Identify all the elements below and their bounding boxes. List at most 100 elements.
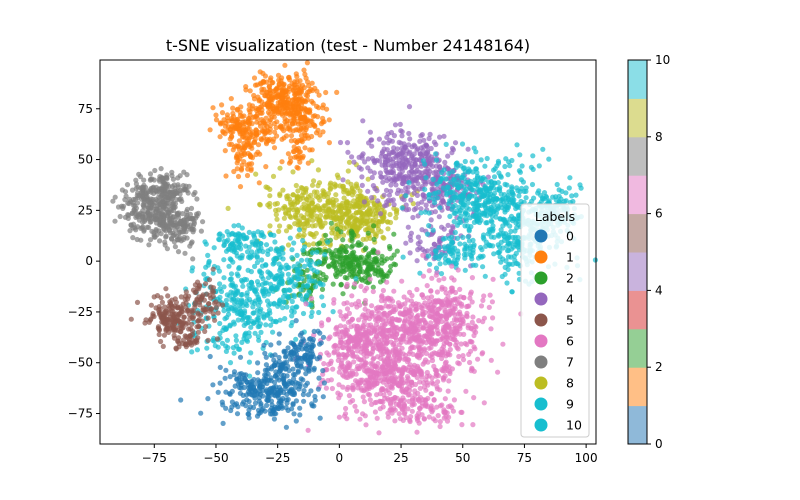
point: [174, 210, 180, 216]
point: [264, 102, 270, 108]
point: [353, 276, 359, 282]
point: [432, 255, 438, 261]
point: [450, 225, 456, 231]
point: [309, 158, 315, 164]
point: [302, 119, 308, 125]
point: [420, 252, 426, 258]
point: [158, 189, 164, 195]
point: [515, 244, 521, 250]
point: [288, 202, 294, 208]
point: [287, 77, 293, 83]
point: [285, 271, 291, 277]
series-2: [272, 220, 400, 310]
point: [308, 192, 314, 198]
point: [500, 223, 506, 229]
point: [467, 168, 473, 174]
point: [154, 189, 160, 195]
point: [334, 226, 340, 232]
point: [507, 163, 513, 169]
point: [416, 186, 422, 192]
point: [194, 337, 200, 343]
point: [210, 285, 217, 291]
point: [492, 180, 498, 186]
point: [188, 216, 194, 222]
point: [146, 205, 152, 211]
point: [156, 309, 162, 315]
point: [413, 157, 419, 163]
point: [276, 228, 282, 234]
point: [443, 359, 449, 365]
chart-title: t-SNE visualization (test - Number 24148…: [166, 36, 530, 55]
point: [129, 187, 136, 193]
point: [187, 243, 193, 249]
point: [516, 193, 522, 199]
point: [242, 121, 248, 127]
point: [523, 195, 529, 201]
point: [309, 133, 315, 140]
point: [380, 317, 386, 323]
point: [315, 203, 321, 209]
point: [318, 121, 325, 127]
point: [288, 155, 294, 161]
point: [460, 357, 467, 363]
point: [200, 219, 206, 225]
point: [206, 277, 213, 283]
point: [202, 328, 208, 334]
point: [172, 244, 178, 250]
point: [161, 220, 167, 226]
point: [295, 188, 301, 194]
point: [175, 249, 182, 255]
point: [294, 267, 300, 273]
point: [320, 271, 326, 278]
point: [224, 292, 230, 298]
point: [477, 187, 483, 193]
point: [336, 414, 342, 420]
point: [147, 171, 154, 177]
point: [151, 232, 157, 238]
point: [150, 184, 156, 190]
point: [306, 274, 312, 280]
point: [302, 145, 308, 151]
point: [345, 168, 351, 174]
point: [415, 201, 421, 207]
point: [365, 176, 371, 182]
point: [200, 292, 206, 298]
point: [172, 303, 178, 309]
point: [411, 170, 417, 176]
point: [321, 361, 327, 367]
point: [312, 278, 318, 284]
point: [340, 177, 346, 183]
point: [169, 203, 175, 209]
point: [284, 193, 290, 199]
point: [265, 202, 271, 208]
point: [427, 131, 433, 137]
point: [434, 195, 440, 201]
point: [183, 341, 189, 348]
point: [257, 299, 263, 305]
point: [251, 92, 257, 99]
point: [293, 336, 299, 342]
point: [286, 265, 292, 271]
point: [481, 236, 487, 242]
point: [334, 172, 340, 178]
point: [258, 329, 264, 335]
point: [190, 315, 196, 321]
point: [269, 285, 275, 292]
point: [390, 156, 396, 162]
point: [500, 198, 506, 204]
point: [260, 70, 266, 76]
point: [492, 195, 499, 202]
point: [294, 78, 300, 85]
point: [218, 121, 224, 127]
point: [503, 156, 509, 162]
point: [415, 241, 421, 247]
point: [354, 185, 361, 191]
point: [407, 250, 413, 256]
point: [388, 182, 394, 188]
point: [381, 235, 387, 241]
point: [287, 287, 293, 293]
point: [169, 197, 175, 203]
point: [234, 166, 240, 172]
point: [164, 176, 170, 182]
point: [409, 293, 415, 299]
